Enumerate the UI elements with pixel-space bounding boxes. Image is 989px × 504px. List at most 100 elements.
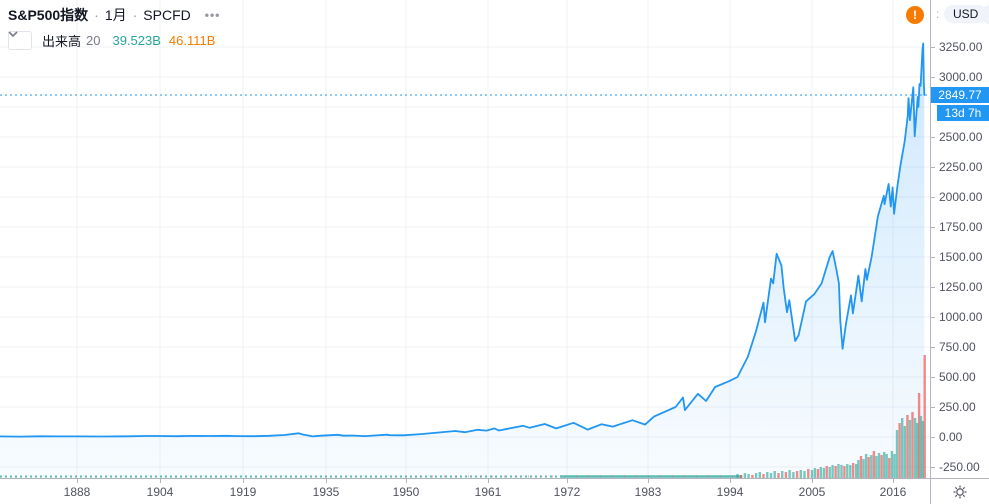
volume-bar	[777, 473, 780, 478]
volume-bar	[747, 474, 750, 478]
gear-icon	[953, 485, 967, 498]
time-axis-label: 1904	[146, 485, 174, 499]
symbol-title[interactable]: S&P500指数	[8, 7, 89, 23]
time-axis-label: 2016	[879, 485, 907, 499]
volume-bar	[792, 472, 795, 478]
volume-bar	[769, 473, 773, 478]
volume-bar	[855, 464, 858, 478]
volume-bar	[917, 393, 921, 478]
time-axis-tick	[488, 479, 489, 483]
price-axis-label: 3250.00	[939, 40, 983, 54]
time-axis-tick	[648, 479, 649, 483]
volume-bar	[762, 474, 765, 478]
volume-bar	[810, 470, 814, 478]
price-axis-tick	[931, 316, 935, 318]
time-axis-label: 1983	[634, 485, 662, 499]
volume-bar	[859, 456, 863, 478]
volume-bar	[758, 472, 761, 478]
time-axis-label: 1935	[312, 485, 340, 499]
volume-bar	[754, 473, 758, 478]
clipped-axis-button	[981, 5, 989, 24]
indicator-name[interactable]: 出来高	[42, 34, 82, 49]
volume-bar	[923, 355, 926, 478]
time-axis-tick	[243, 479, 244, 483]
volume-bar	[916, 423, 919, 478]
volume-bar	[825, 466, 828, 478]
volume-bar	[913, 418, 917, 478]
volume-bar	[843, 466, 846, 478]
volume-bar	[822, 468, 825, 478]
price-axis-label: 1750.00	[939, 220, 983, 234]
price-axis-label: 250.00	[939, 400, 976, 414]
volume-bar	[751, 475, 754, 478]
volume-bar	[901, 418, 904, 478]
volume-value: 39.523B	[112, 33, 161, 48]
volume-bar	[773, 471, 776, 478]
time-axis-label: 1950	[392, 485, 420, 499]
volume-bar	[831, 465, 834, 478]
currency-toggle-button[interactable]: USD	[944, 5, 988, 23]
time-axis-label: 1919	[229, 485, 257, 499]
time-axis[interactable]: 1888 1904 1919 1935 1950 1961 1972 1983 1994 2005…	[0, 478, 930, 504]
price-axis-label: 750.00	[939, 340, 976, 354]
indicator-param: 20	[86, 33, 101, 48]
volume-bar	[898, 423, 901, 478]
last-price-label: 2849.77	[931, 87, 989, 104]
axis-settings-corner[interactable]	[930, 478, 989, 504]
chart-pane[interactable]: S&P500指数 · 1月 · SPCFD ••• 出来高 20 39.523B…	[0, 0, 930, 478]
bar-countdown-label: 13d 7h	[937, 104, 989, 121]
time-axis-label: 1972	[553, 485, 581, 499]
volume-bar	[880, 455, 883, 478]
volume-bar	[852, 463, 855, 478]
volume-bar	[857, 460, 860, 478]
price-axis-tick	[931, 256, 935, 258]
volume-bar	[911, 412, 914, 478]
volume-bar	[893, 454, 896, 478]
price-axis-label: -250.00	[939, 460, 980, 474]
volume-bar	[883, 452, 886, 478]
price-area-fill	[0, 43, 925, 478]
volume-indicator-legend: 出来高 20 39.523B 46.111B	[8, 31, 215, 50]
time-axis-label: 1994	[716, 485, 744, 499]
price-axis-tick	[931, 346, 935, 348]
volume-bar	[875, 456, 878, 478]
volume-bar	[895, 430, 899, 478]
volume-bar	[816, 469, 820, 478]
price-axis-tick	[931, 406, 935, 408]
price-axis-label: 1250.00	[939, 280, 983, 294]
volume-bar	[849, 465, 852, 478]
volume-bar	[781, 471, 784, 478]
price-axis-tick	[931, 226, 935, 228]
price-axis-tick	[931, 166, 935, 168]
price-axis[interactable]: : USD 2849.77 13d 7h 3250.00 3000.00 2500.…	[930, 0, 989, 478]
volume-bar	[906, 415, 909, 478]
time-axis-tick	[406, 479, 407, 483]
interval-label[interactable]: 1月	[104, 7, 127, 23]
warning-icon[interactable]: !	[906, 6, 924, 24]
volume-bar	[736, 474, 739, 478]
volume-bar	[877, 453, 881, 478]
symbol-header: S&P500指数 · 1月 · SPCFD •••	[8, 5, 220, 25]
price-axis-label: 2500.00	[939, 130, 983, 144]
axis-currency-row: : USD	[931, 5, 989, 25]
axis-colon-hint: :	[936, 7, 940, 21]
ticker-label[interactable]: SPCFD	[143, 7, 191, 23]
price-axis-label: 1500.00	[939, 250, 983, 264]
volume-bar	[908, 420, 912, 478]
price-chart-canvas[interactable]	[0, 0, 930, 478]
price-axis-label: 2250.00	[939, 160, 983, 174]
time-axis-tick	[812, 479, 813, 483]
volume-bar	[872, 451, 876, 478]
volume-bar	[813, 468, 817, 478]
price-axis-label: 500.00	[939, 370, 976, 384]
more-menu-icon[interactable]: •••	[204, 8, 221, 22]
time-axis-tick	[326, 479, 327, 483]
volume-bar	[807, 469, 810, 478]
volume-bar	[867, 457, 870, 478]
price-axis-tick	[931, 196, 935, 198]
title-separator2: ·	[132, 7, 138, 23]
volume-bar	[885, 454, 888, 478]
legend-collapse-button[interactable]	[8, 31, 32, 50]
volume-bar	[837, 464, 840, 478]
